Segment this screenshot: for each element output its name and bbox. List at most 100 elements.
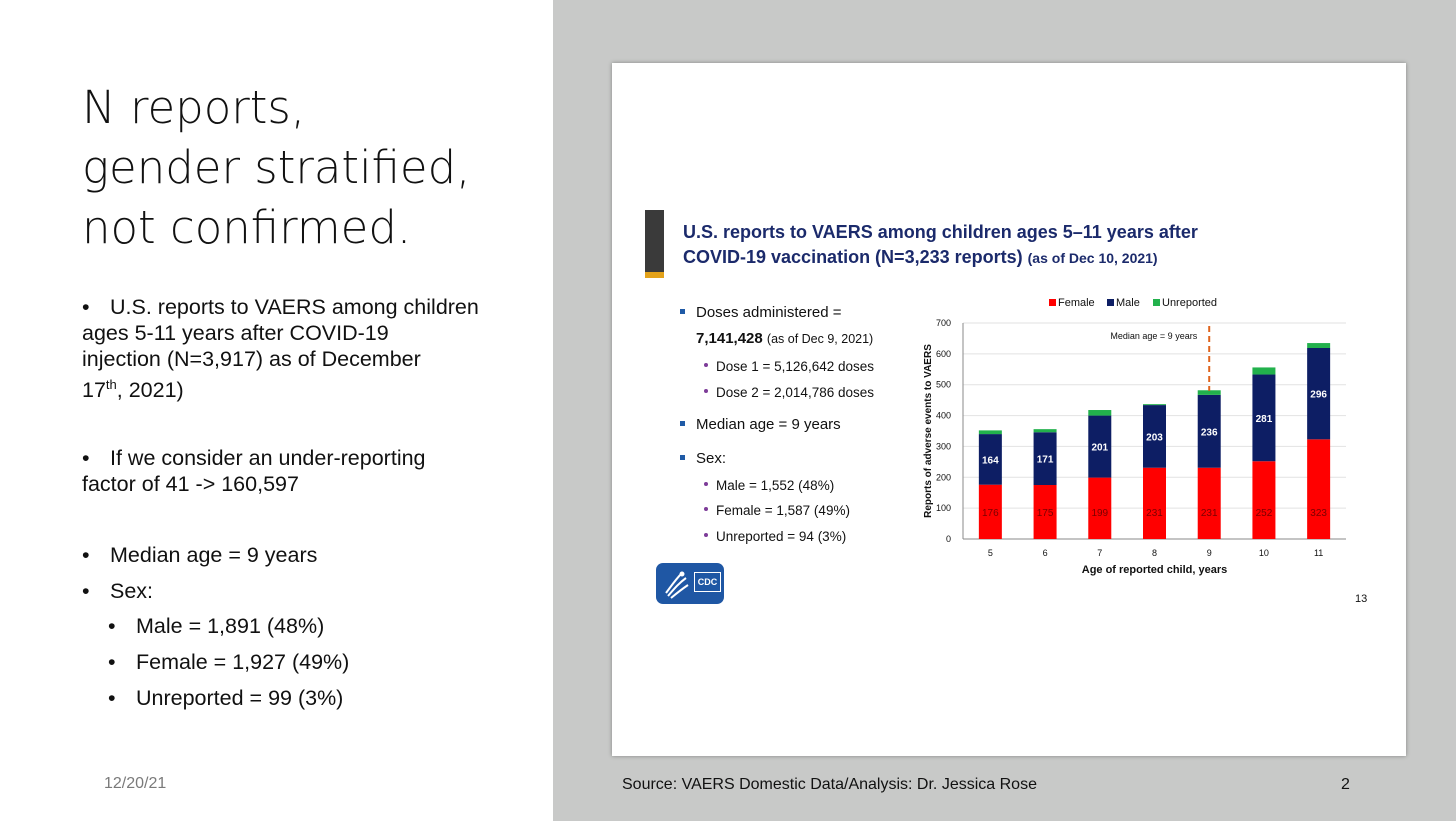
bar-male <box>1033 432 1057 485</box>
bar-unreported <box>1143 404 1166 406</box>
slide-title: N reports, gender stratified, not confir… <box>82 78 542 258</box>
bar-unreported <box>1307 343 1331 348</box>
square-bullet-icon <box>680 454 685 460</box>
bullet-dot: • <box>108 650 116 674</box>
sex-female-item: Female = 1,587 (49%) <box>704 503 850 518</box>
y-tick-label: 200 <box>936 472 951 482</box>
median-text: Median age = 9 years <box>696 416 841 433</box>
dose2-item: Dose 2 = 2,014,786 doses <box>704 385 874 400</box>
bullet-text: Sex: <box>110 579 154 603</box>
data-label-male: 171 <box>1037 455 1054 466</box>
data-label-male: 201 <box>1091 443 1108 454</box>
square-bullet-icon <box>680 308 685 314</box>
bar-female <box>978 484 1002 539</box>
bar-unreported <box>1252 367 1276 375</box>
data-label-female: 176 <box>982 508 999 519</box>
bar-unreported <box>1197 390 1221 395</box>
data-label-male: 281 <box>1256 414 1273 425</box>
slide-date: 12/20/21 <box>104 775 167 792</box>
bar-female <box>1252 461 1276 539</box>
bullet-median-age: • Median age = 9 years <box>82 542 317 568</box>
sub-bullet-female: • Female = 1,927 (49%) <box>108 650 349 675</box>
data-label-male: 296 <box>1310 390 1327 401</box>
legend-swatch-male <box>1107 299 1114 306</box>
bar-female <box>1197 467 1221 539</box>
bar-female <box>1307 439 1331 539</box>
doses-label-text: Doses administered = <box>696 304 842 321</box>
dose1-item: Dose 1 = 5,126,642 doses <box>704 359 874 374</box>
bullet-text: Median age = 9 years <box>110 543 318 567</box>
bullet-dot: • <box>82 295 90 319</box>
legend-label-unreported: Unreported <box>1162 297 1217 309</box>
square-bullet-icon <box>680 420 685 426</box>
bullet-text: factor of 41 -> 160,597 <box>82 472 299 496</box>
data-label-male: 164 <box>982 455 999 466</box>
bullet-dot: • <box>82 446 90 470</box>
y-tick-label: 400 <box>936 411 951 421</box>
doses-label: Doses administered = <box>680 304 842 321</box>
legend-label-male: Male <box>1116 297 1140 309</box>
bar-female <box>1143 467 1166 539</box>
sex-text: Sex: <box>696 450 727 467</box>
title-accent-bar <box>645 210 664 272</box>
bullet-text: U.S. reports to VAERS among children <box>110 295 479 319</box>
dose2-text: Dose 2 = 2,014,786 doses <box>716 385 874 400</box>
sub-bullet-text: Male = 1,891 (48%) <box>136 614 325 638</box>
bar-unreported <box>1033 429 1057 433</box>
y-tick-label: 500 <box>936 380 951 390</box>
bullet-text: ages 5-11 years after COVID-19 <box>82 321 389 345</box>
hhs-eagle-icon <box>665 571 689 599</box>
y-tick-label: 0 <box>946 534 951 544</box>
bullet-dot: • <box>82 543 90 567</box>
data-label-female: 231 <box>1201 508 1218 519</box>
x-tick-label: 5 <box>988 548 993 558</box>
y-tick-label: 600 <box>936 349 951 359</box>
page-number: 2 <box>1341 776 1350 793</box>
bar-unreported <box>1088 410 1112 416</box>
sub-bullet-text: Unreported = 99 (3%) <box>136 686 344 710</box>
dot-bullet-icon <box>704 533 708 538</box>
sub-bullet-text: Female = 1,927 (49%) <box>136 650 350 674</box>
title-line: gender stratified, <box>82 141 471 194</box>
bar-male <box>1197 394 1221 468</box>
y-tick-label: 700 <box>936 318 951 328</box>
x-tick-label: 6 <box>1043 548 1048 558</box>
cdc-logo: CDC <box>656 563 724 604</box>
embedded-title-line: U.S. reports to VAERS among children age… <box>683 222 1198 242</box>
title-accent-stripe <box>645 272 664 278</box>
bar-female <box>1088 477 1112 539</box>
legend-swatch-unreported <box>1153 299 1160 306</box>
sex-unreported-text: Unreported = 94 (3%) <box>716 529 847 544</box>
y-tick-label: 100 <box>936 503 951 513</box>
y-axis-label: Reports of adverse events to VAERS <box>923 344 934 518</box>
doses-value-line: 7,141,428 (as of Dec 9, 2021) <box>696 330 873 347</box>
sex-male-text: Male = 1,552 (48%) <box>716 478 835 493</box>
doses-date: (as of Dec 9, 2021) <box>766 332 874 346</box>
superscript: th <box>105 377 117 392</box>
dot-bullet-icon <box>704 363 708 368</box>
bar-male <box>978 434 1002 485</box>
data-label-female: 175 <box>1037 508 1054 519</box>
sub-bullet-male: • Male = 1,891 (48%) <box>108 614 324 639</box>
embedded-title-line: COVID-19 vaccination (N=3,233 reports) <box>683 247 1023 267</box>
median-item: Median age = 9 years <box>680 416 841 433</box>
data-label-male: 236 <box>1201 427 1218 438</box>
bar-male <box>1307 347 1331 440</box>
dot-bullet-icon <box>704 482 708 487</box>
bullet-sex: • Sex: <box>82 578 153 604</box>
bar-male <box>1088 415 1112 478</box>
x-tick-label: 8 <box>1152 548 1157 558</box>
dose1-text: Dose 1 = 5,126,642 doses <box>716 359 874 374</box>
bullet-dot: • <box>82 579 90 603</box>
sex-female-text: Female = 1,587 (49%) <box>716 503 850 518</box>
data-label-male: 203 <box>1146 432 1163 443</box>
title-line: not confirmed. <box>82 201 412 254</box>
bullet-dot: • <box>108 614 116 638</box>
bullet-text: If we consider an under-reporting <box>110 446 426 470</box>
median-annotation: Median age = 9 years <box>1110 331 1197 341</box>
cdc-logo-text: CDC <box>694 572 721 592</box>
bar-female <box>1033 485 1057 539</box>
embedded-title-date: (as of Dec 10, 2021) <box>1027 250 1158 266</box>
doses-value: 7,141,428 <box>696 330 763 347</box>
